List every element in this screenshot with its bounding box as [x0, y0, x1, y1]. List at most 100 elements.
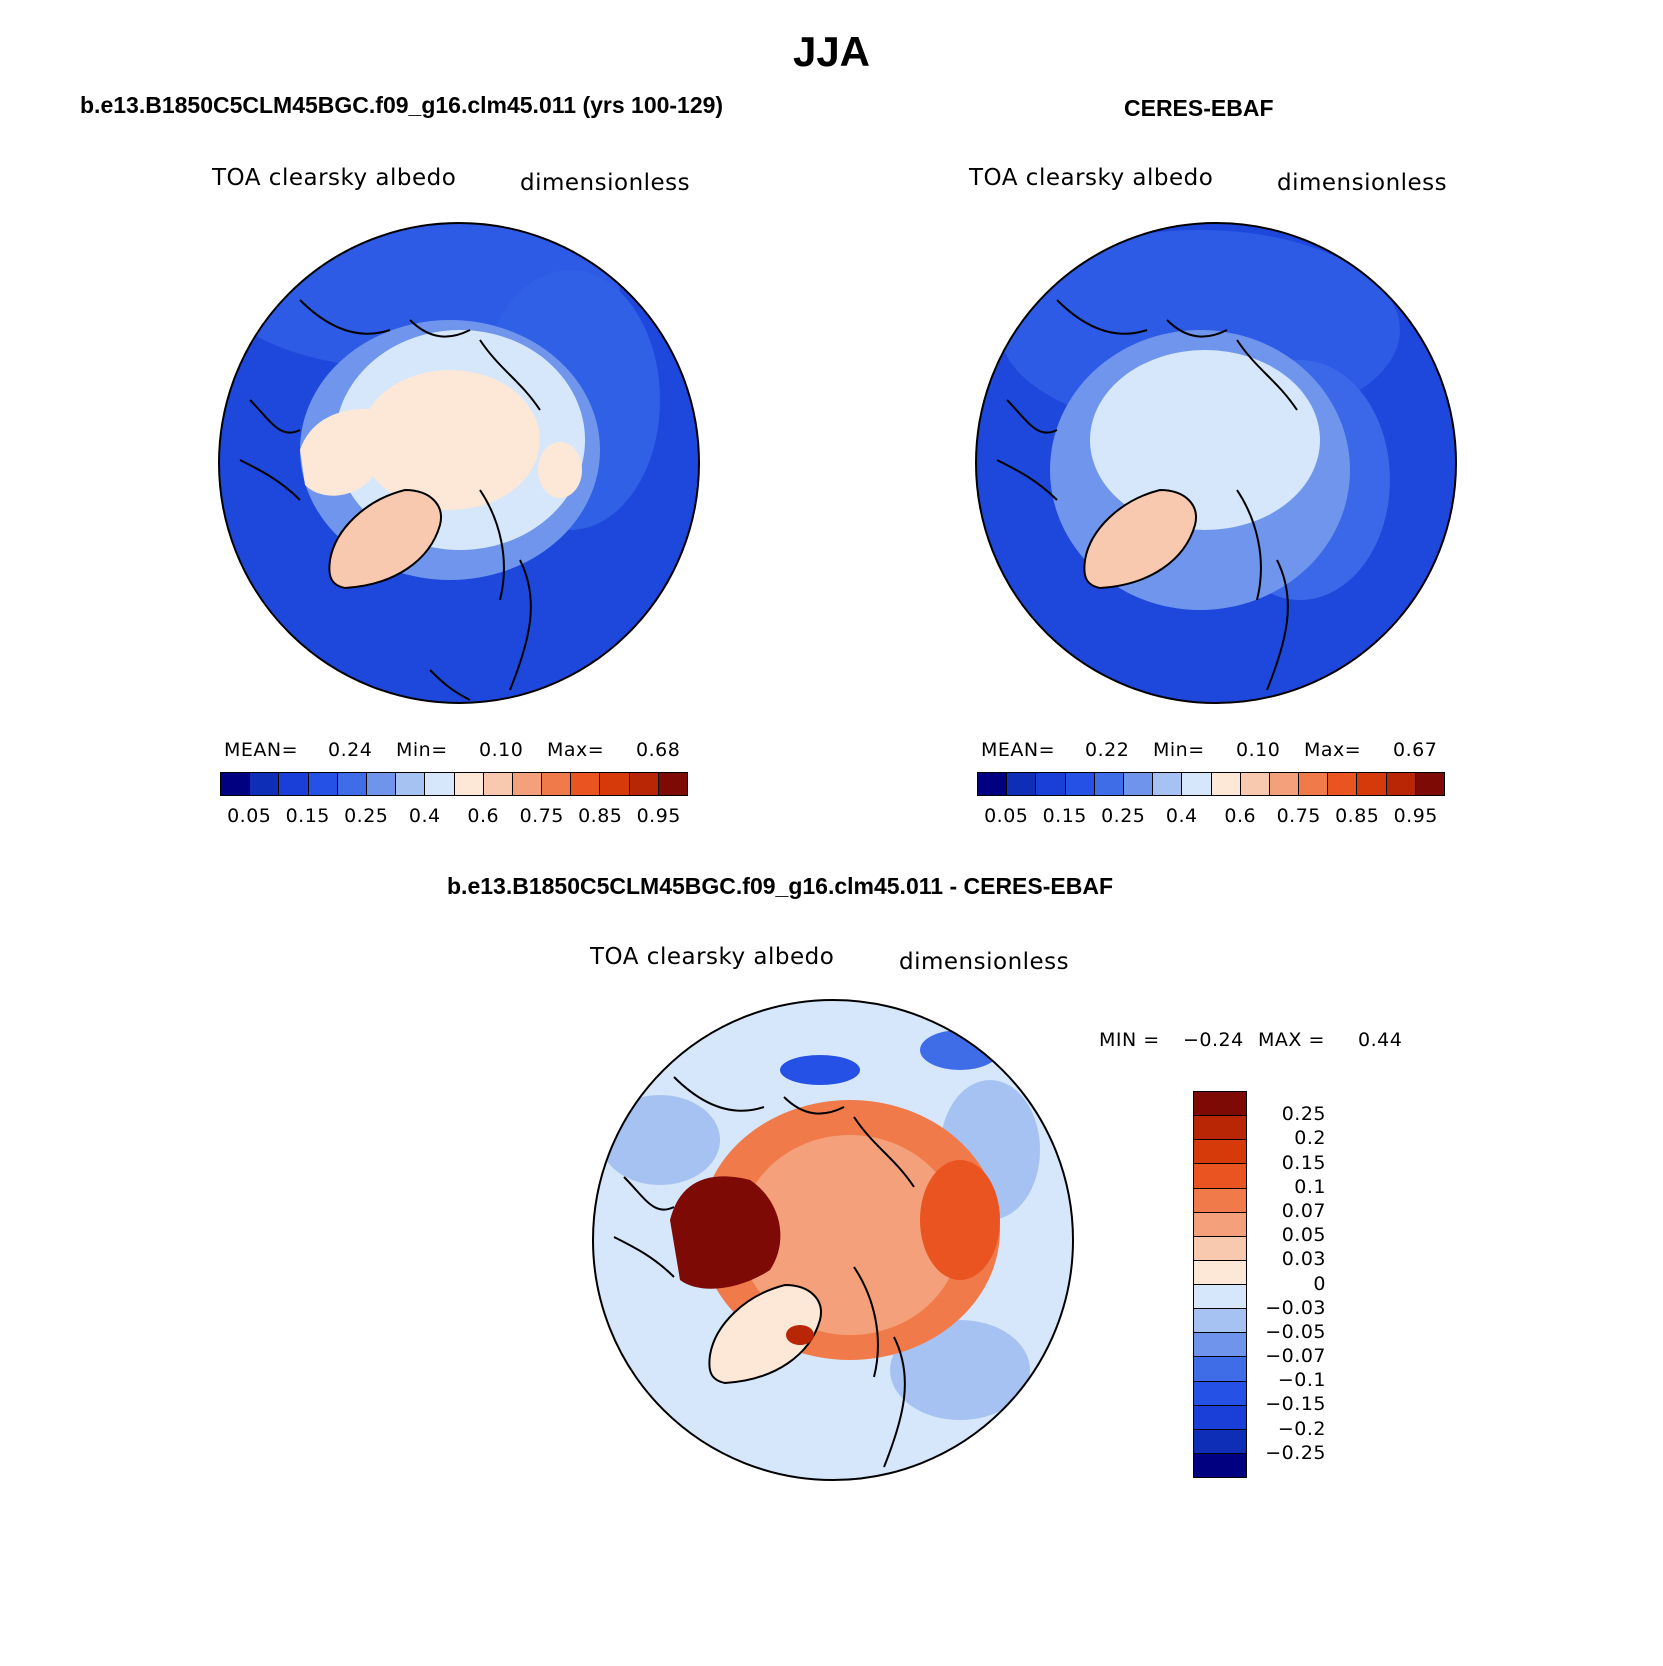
colorbar-swatch — [1194, 1235, 1246, 1260]
colorbar-tick-label: 0.95 — [1393, 805, 1438, 827]
colorbar-swatch — [1194, 1092, 1246, 1116]
colorbar-swatch — [628, 773, 658, 795]
colorbar-swatch — [1194, 1356, 1246, 1381]
colorbar-tick-label: 0.1 — [1294, 1175, 1326, 1198]
model-min-label: Min= — [396, 739, 448, 761]
obs-units-label: dimensionless — [1277, 170, 1448, 196]
colorbar-swatch — [1181, 773, 1211, 795]
obs-ocean-field — [976, 223, 1456, 703]
colorbar-swatch — [1194, 1115, 1246, 1140]
obs-min-value: 0.10 — [1236, 739, 1281, 761]
colorbar-swatch — [511, 773, 542, 795]
colorbar-tick-label: −0.05 — [1265, 1320, 1326, 1343]
colorbar-swatch — [1194, 1452, 1246, 1477]
diff-case-title: b.e13.B1850C5CLM45BGC.f09_g16.clm45.011 … — [447, 873, 1114, 899]
model-canadian-archipelago — [300, 409, 388, 496]
colorbar-swatch — [1210, 773, 1240, 795]
colorbar-swatch — [599, 773, 629, 795]
colorbar-swatch — [1194, 1259, 1246, 1284]
colorbar-swatch — [541, 773, 571, 795]
obs-mean-label: MEAN= — [981, 739, 1056, 761]
colorbar-tick-label: 0.05 — [1281, 1224, 1326, 1247]
diff-max-label: MAX = — [1258, 1029, 1325, 1051]
colorbar-tick-label: −0.25 — [1265, 1441, 1326, 1464]
colorbar-swatch — [1194, 1380, 1246, 1405]
colorbar-swatch — [1194, 1163, 1246, 1188]
colorbar-tick-label: 0.05 — [227, 805, 272, 827]
diff-field — [593, 1000, 1073, 1480]
colorbar-tick-label: 0.6 — [467, 805, 500, 827]
colorbar-swatch — [570, 773, 600, 795]
model-ocean-field — [219, 223, 699, 703]
obs-case-title: CERES-EBAF — [1124, 95, 1274, 121]
colorbar-tick-label: 0.25 — [344, 805, 389, 827]
diff-units-label: dimensionless — [899, 949, 1070, 975]
colorbar-swatch — [278, 773, 308, 795]
colorbar-swatch — [307, 773, 337, 795]
diff-max-value: 0.44 — [1358, 1029, 1403, 1051]
obs-variable-label: TOA clearsky albedo — [969, 165, 1214, 191]
figure-title: JJA — [792, 28, 871, 75]
colorbar-tick-label: 0.85 — [1335, 805, 1380, 827]
colorbar-tick-label: 0.4 — [1165, 805, 1198, 827]
colorbar-swatch — [424, 773, 454, 795]
colorbar-tick-label: 0.25 — [1281, 1103, 1326, 1126]
model-case-title: b.e13.B1850C5CLM45BGC.f09_g16.clm45.011 … — [80, 92, 724, 118]
colorbar-tick-label: 0.75 — [1276, 805, 1321, 827]
colorbar-swatch — [1093, 773, 1123, 795]
diff-colorbar-ticks: 0.25 0.2 0.15 0.1 0.07 0.05 0.03 0 −0.03 −0.05 −0.… — [1254, 1091, 1374, 1478]
diff-min-label: MIN = — [1099, 1029, 1160, 1051]
colorbar-swatch — [1194, 1404, 1246, 1429]
colorbar-tick-label: 0.95 — [636, 805, 681, 827]
model-mean-value: 0.24 — [328, 739, 373, 761]
colorbar-tick-label: 0 — [1313, 1272, 1326, 1295]
colorbar-swatch — [1194, 1139, 1246, 1164]
colorbar-swatch — [221, 773, 250, 795]
model-arctic-ice — [360, 370, 540, 510]
colorbar-tick-label: 0.25 — [1101, 805, 1146, 827]
model-variable-label: TOA clearsky albedo — [212, 165, 457, 191]
obs-max-label: Max= — [1304, 739, 1362, 761]
colorbar-swatch — [1064, 773, 1094, 795]
obs-colorbar — [977, 772, 1445, 796]
colorbar-tick-label: −0.1 — [1277, 1369, 1326, 1392]
colorbar-swatch — [1414, 773, 1444, 795]
colorbar-swatch — [453, 773, 483, 795]
model-mean-label: MEAN= — [224, 739, 299, 761]
colorbar-swatch — [1194, 1332, 1246, 1357]
colorbar-tick-label: 0.6 — [1224, 805, 1257, 827]
colorbar-swatch — [1356, 773, 1386, 795]
colorbar-tick-label: 0.2 — [1294, 1127, 1326, 1150]
colorbar-swatch — [1194, 1428, 1246, 1453]
obs-max-value: 0.67 — [1393, 739, 1438, 761]
colorbar-swatch — [657, 773, 687, 795]
colorbar-tick-label: −0.07 — [1265, 1345, 1326, 1368]
model-units-label: dimensionless — [520, 170, 691, 196]
colorbar-swatch — [1385, 773, 1415, 795]
colorbar-tick-label: 0.15 — [1042, 805, 1087, 827]
diff-min-value: −0.24 — [1183, 1029, 1244, 1051]
colorbar-swatch — [978, 773, 1007, 795]
colorbar-tick-label: 0.85 — [578, 805, 623, 827]
colorbar-tick-label: 0.4 — [408, 805, 441, 827]
colorbar-swatch — [1194, 1284, 1246, 1309]
model-colorbar — [220, 772, 688, 796]
colorbar-swatch — [482, 773, 512, 795]
model-greenland — [328, 488, 442, 590]
model-max-label: Max= — [547, 739, 605, 761]
obs-greenland — [1083, 488, 1197, 590]
colorbar-tick-label: 0.03 — [1281, 1248, 1326, 1271]
obs-colorbar-ticks: 0.05 0.15 0.25 0.4 0.6 0.75 0.85 0.95 — [977, 805, 1445, 829]
colorbar-swatch — [249, 773, 279, 795]
colorbar-tick-label: 0.07 — [1281, 1199, 1326, 1222]
model-max-value: 0.68 — [636, 739, 681, 761]
colorbar-swatch — [1035, 773, 1065, 795]
colorbar-swatch — [1327, 773, 1357, 795]
colorbar-tick-label: 0.15 — [1281, 1151, 1326, 1174]
colorbar-swatch — [1268, 773, 1299, 795]
obs-arctic-ice — [1090, 350, 1320, 530]
diff-colorbar — [1193, 1091, 1247, 1478]
colorbar-swatch — [1194, 1187, 1246, 1212]
diff-variable-label: TOA clearsky albedo — [590, 944, 835, 970]
